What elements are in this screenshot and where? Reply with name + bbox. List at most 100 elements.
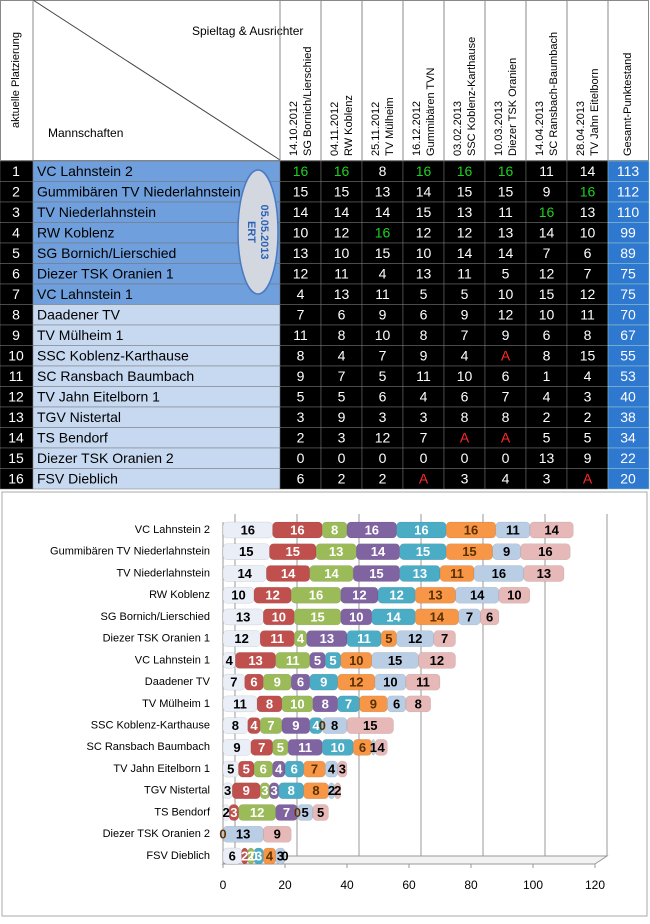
data-label: 4 (226, 653, 234, 668)
teams-header: Mannschaften (48, 126, 123, 140)
rank: 8 (12, 306, 20, 322)
data-label: 16 (492, 566, 506, 581)
score: 12 (457, 224, 473, 240)
team: SC Ransbach Baumbach (37, 368, 194, 384)
total: 67 (620, 327, 636, 343)
score: 8 (502, 409, 510, 425)
rank: 3 (12, 204, 20, 220)
data-label: 16 (414, 522, 428, 537)
score: 13 (375, 183, 391, 199)
score: 11 (416, 368, 431, 384)
category-label: SG Bornich/Lierschied (101, 611, 210, 623)
score: 14 (334, 204, 350, 220)
score: 5 (502, 265, 510, 281)
data-label: 3 (339, 762, 346, 777)
score: 11 (580, 306, 595, 322)
data-label: 0 (294, 805, 301, 820)
total-cell (607, 468, 650, 490)
score: 8 (420, 327, 428, 343)
score: 12 (539, 265, 555, 281)
total: 40 (620, 388, 636, 404)
team: TV Mülheim 1 (37, 327, 124, 343)
data-label: 0 (219, 827, 226, 842)
data-label: 10 (231, 588, 245, 603)
column-date: 10.03.2013 (493, 101, 505, 156)
team: FSV Dieblich (37, 470, 118, 486)
data-label: 5 (243, 762, 250, 777)
team: SSC Koblenz-Karthause (37, 347, 189, 363)
data-label: 12 (250, 805, 264, 820)
data-label: 9 (274, 827, 281, 842)
score: 15 (293, 183, 309, 199)
data-label: 0 (219, 827, 226, 842)
rank: 5 (12, 245, 20, 261)
data-label: 5 (329, 653, 336, 668)
total: 112 (617, 183, 640, 199)
category-label: TS Bendorf (154, 806, 211, 818)
score: 10 (580, 224, 596, 240)
score: 8 (584, 327, 592, 343)
data-label: 2 (241, 848, 248, 863)
bar-segment (433, 630, 456, 647)
score: 6 (420, 306, 428, 322)
score: 4 (502, 470, 510, 486)
header-diagonal (32, 0, 281, 161)
score: 14 (498, 245, 514, 261)
data-label: 15 (388, 653, 402, 668)
data-label: 13 (236, 827, 250, 842)
score: 4 (420, 388, 428, 404)
x-tick-label: 100 (523, 878, 543, 892)
data-label: 11 (357, 631, 371, 646)
score: 2 (543, 409, 551, 425)
category-label: TV Mülheim 1 (142, 698, 210, 710)
score: 10 (293, 224, 309, 240)
data-label: 11 (506, 522, 520, 537)
score: 16 (539, 204, 555, 220)
score: 1 (543, 368, 551, 384)
data-label: 11 (416, 675, 430, 690)
category-label: RW Koblenz (149, 589, 210, 601)
score: 3 (297, 409, 305, 425)
score: 9 (297, 368, 305, 384)
score: 11 (293, 327, 308, 343)
bar-segment (275, 847, 286, 865)
data-label: 7 (283, 805, 290, 820)
data-label: 5 (227, 762, 234, 777)
column-date: 25.11.2012 (370, 102, 382, 156)
score: 14 (416, 183, 432, 199)
bar-segment (529, 521, 574, 539)
team: RW Koblenz (37, 224, 115, 240)
data-label: 9 (320, 675, 327, 690)
data-label: 10 (272, 609, 286, 624)
category-label: Diezer TSK Oranien 1 (103, 633, 210, 645)
data-label: 10 (349, 653, 363, 668)
score: 16 (457, 163, 473, 179)
data-label: 10 (349, 609, 363, 624)
score: 6 (338, 306, 346, 322)
score: 7 (543, 245, 551, 261)
data-label: 0 (219, 827, 226, 842)
data-label: 5 (277, 740, 284, 755)
data-label: 8 (415, 696, 422, 711)
team: TV Niederlahnstein (37, 204, 156, 220)
score: 7 (461, 327, 469, 343)
score: 8 (297, 347, 305, 363)
header-box (0, 0, 649, 161)
rank: 15 (8, 450, 24, 466)
score: 12 (580, 286, 596, 302)
data-label: 8 (266, 696, 273, 711)
score: 9 (584, 450, 592, 466)
score: A (501, 347, 511, 363)
data-label: 11 (450, 566, 464, 581)
data-label: 7 (267, 718, 274, 733)
score: 10 (334, 245, 350, 261)
data-label: 11 (286, 653, 300, 668)
data-label: 14 (386, 609, 401, 624)
score: 0 (379, 450, 387, 466)
score: 5 (461, 286, 469, 302)
data-label: 13 (320, 631, 334, 646)
score: A (460, 429, 470, 445)
data-label: 9 (243, 783, 250, 798)
bar-segment (520, 543, 571, 560)
category-label: FSV Dieblich (146, 850, 210, 862)
